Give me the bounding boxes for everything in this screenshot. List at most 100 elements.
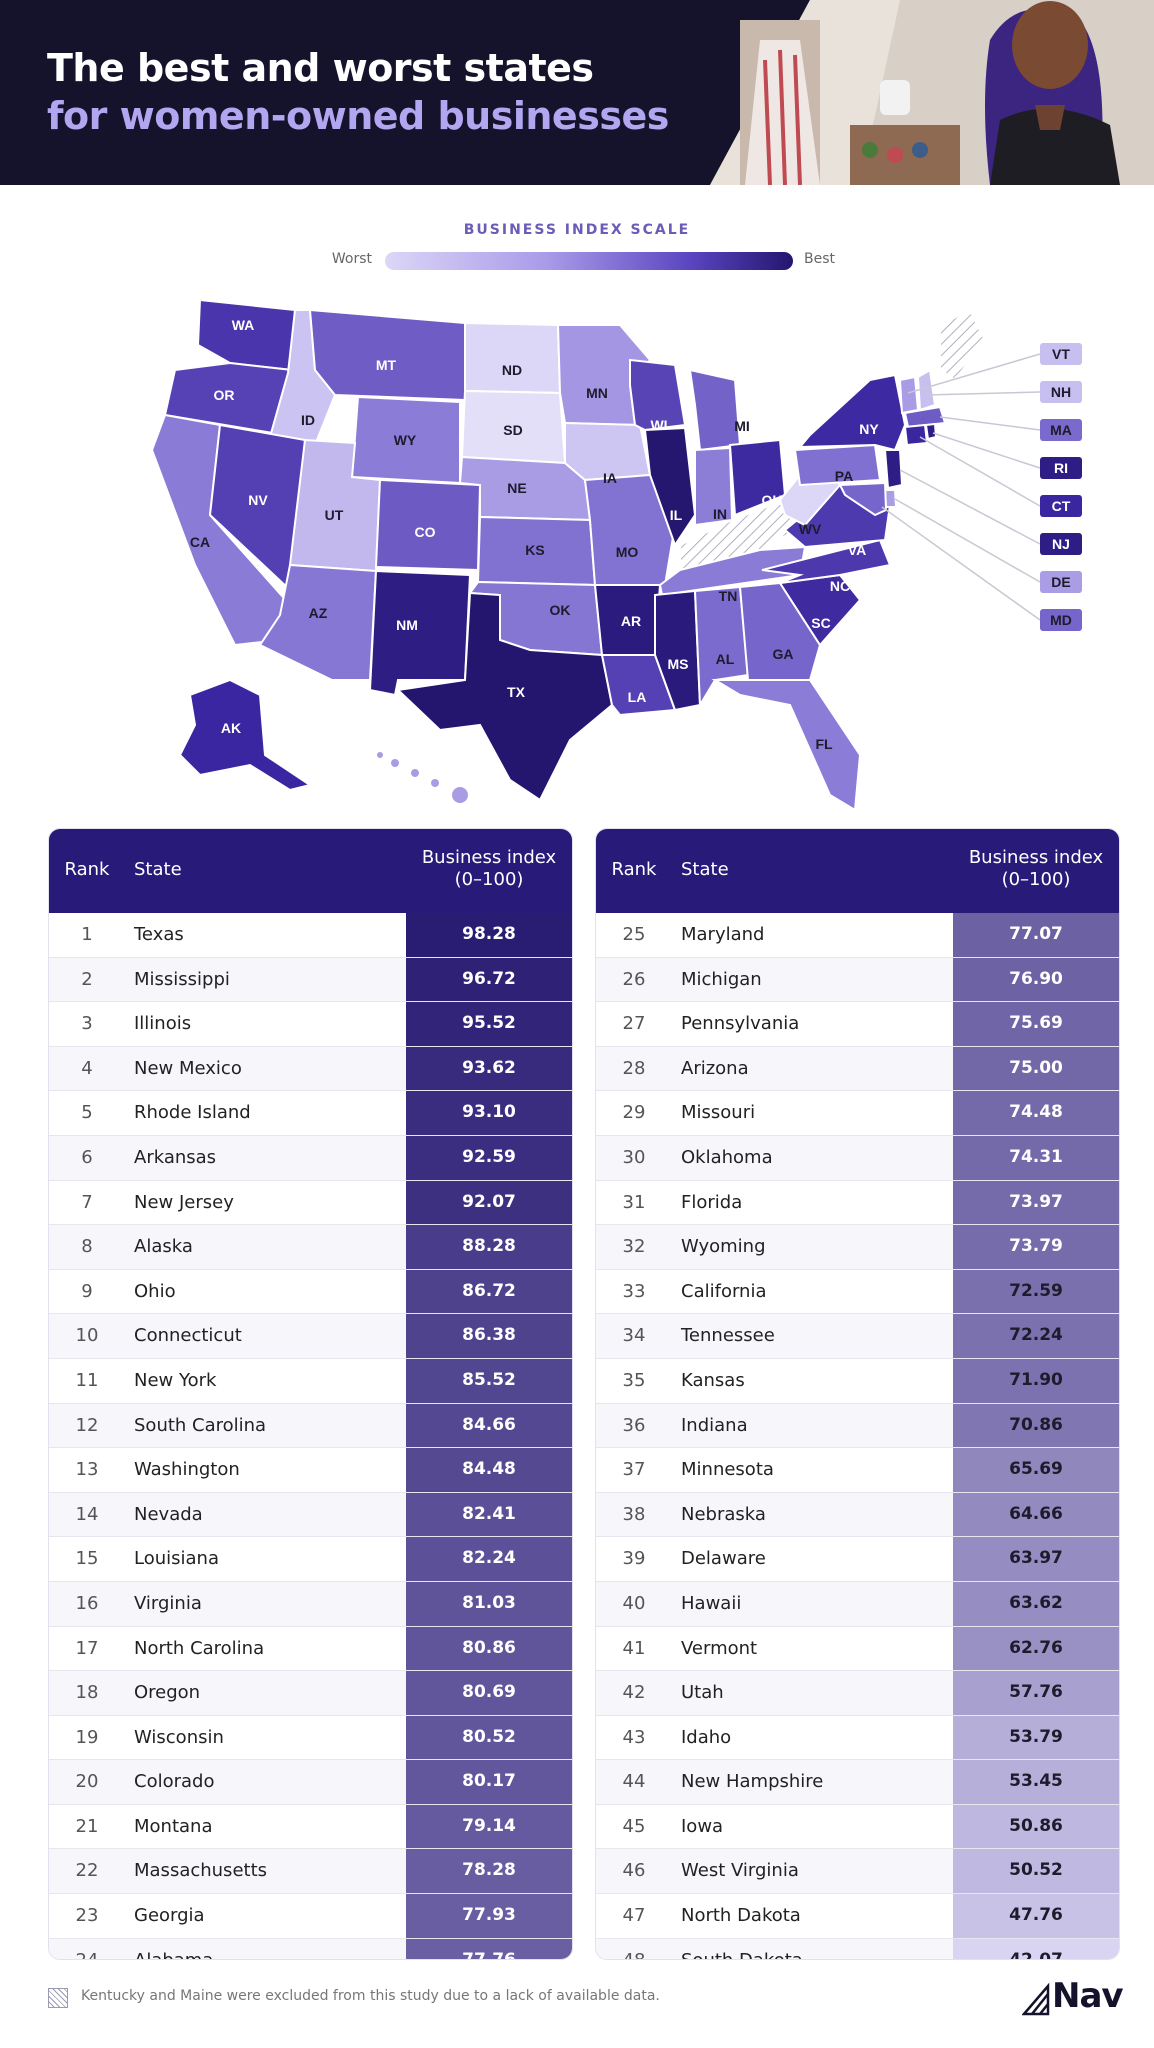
table-row: 46 West Virginia 50.52 <box>596 1849 1119 1895</box>
state-cell: Colorado <box>134 1771 215 1793</box>
callout-de: DE <box>1040 571 1082 593</box>
label-fl: FL <box>815 736 833 752</box>
state-cell: Nevada <box>134 1503 203 1525</box>
index-value-cell: 74.48 <box>953 1091 1119 1135</box>
label-mo: MO <box>616 544 639 560</box>
state-cell: Arizona <box>681 1057 749 1079</box>
index-value-cell: 80.86 <box>406 1626 572 1671</box>
table-row: 17 North Carolina 80.86 <box>49 1626 572 1672</box>
state-ga <box>738 581 822 681</box>
label-ks: KS <box>525 542 544 558</box>
state-nh <box>916 368 937 412</box>
nav-logo-text: Nav <box>1052 1976 1124 2016</box>
label-id: ID <box>301 412 315 428</box>
table-row: 34 Tennessee 72.24 <box>596 1314 1119 1359</box>
footnote: Kentucky and Maine were excluded from th… <box>81 1988 660 2004</box>
index-value-cell: 64.66 <box>953 1492 1119 1537</box>
rank-cell: 3 <box>81 1013 93 1035</box>
rank-cell: 35 <box>622 1369 646 1391</box>
table-row: 45 Iowa 50.86 <box>596 1804 1119 1850</box>
state-il <box>643 426 697 548</box>
index-header-line1: Business index <box>968 847 1104 868</box>
index-value-cell: 62.76 <box>953 1626 1119 1671</box>
index-value-cell: 80.17 <box>406 1760 572 1804</box>
table-row: 15 Louisiana 82.24 <box>49 1537 572 1582</box>
label-ga: GA <box>773 646 794 662</box>
rank-cell: 34 <box>622 1325 646 1347</box>
table-body: 1 Texas 98.28 2 Mississippi 96.72 3 Illinois 95.… <box>49 913 572 1959</box>
index-value-cell: 63.97 <box>953 1537 1119 1581</box>
state-cell: Florida <box>681 1191 743 1213</box>
state-cell: New Mexico <box>134 1057 242 1079</box>
table-body: 25 Maryland 77.07 26 Michigan 76.90 27 Pennsylv… <box>596 913 1119 1959</box>
table-row: 27 Pennsylvania 75.69 <box>596 1002 1119 1047</box>
index-value-cell: 88.28 <box>406 1225 572 1269</box>
rank-cell: 5 <box>81 1102 93 1124</box>
rank-cell: 10 <box>75 1325 99 1347</box>
index-value-cell: 50.86 <box>953 1804 1119 1849</box>
rank-cell: 14 <box>75 1503 99 1525</box>
table-row: 32 Wyoming 73.79 <box>596 1225 1119 1270</box>
index-header-line2: (0–100) <box>454 869 524 890</box>
rank-cell: 25 <box>622 924 646 945</box>
state-cell: Missouri <box>681 1102 756 1124</box>
state-cell: Utah <box>681 1682 724 1704</box>
table-row: 9 Ohio 86.72 <box>49 1269 572 1315</box>
svg-text:DE: DE <box>1051 574 1070 590</box>
table-row: 5 Rhode Island 93.10 <box>49 1091 572 1136</box>
table-row: 11 New York 85.52 <box>49 1358 572 1404</box>
index-value-cell: 96.72 <box>406 957 572 1002</box>
rank-cell: 46 <box>622 1860 646 1882</box>
svg-text:MD: MD <box>1050 612 1072 628</box>
rank-cell: 33 <box>622 1280 646 1302</box>
index-value-cell: 77.07 <box>953 913 1119 957</box>
index-value-cell: 70.86 <box>953 1403 1119 1448</box>
state-cell: Montana <box>134 1815 213 1837</box>
table-row: 14 Nevada 82.41 <box>49 1492 572 1538</box>
rank-cell: 32 <box>622 1236 646 1258</box>
label-mi: MI <box>734 418 750 434</box>
rank-cell: 40 <box>622 1592 646 1614</box>
table-row: 39 Delaware 63.97 <box>596 1537 1119 1582</box>
table-row: 1 Texas 98.28 <box>49 913 572 958</box>
rank-cell: 45 <box>622 1815 646 1837</box>
rank-cell: 29 <box>622 1102 646 1124</box>
state-ak <box>178 678 313 792</box>
index-value-cell: 82.41 <box>406 1492 572 1537</box>
table-row: 20 Colorado 80.17 <box>49 1760 572 1805</box>
label-or: OR <box>214 387 235 403</box>
table-row: 42 Utah 57.76 <box>596 1671 1119 1716</box>
rank-cell: 26 <box>622 968 646 990</box>
index-value-cell: 98.28 <box>406 913 572 957</box>
state-cell: New York <box>134 1369 217 1391</box>
label-nd: ND <box>502 362 522 378</box>
svg-text:RI: RI <box>1054 460 1068 476</box>
state-cell: Virginia <box>134 1592 202 1614</box>
rank-cell: 36 <box>622 1414 646 1436</box>
label-va: VA <box>848 542 866 558</box>
label-il: IL <box>670 507 683 523</box>
index-value-cell: 53.45 <box>953 1760 1119 1804</box>
table-header: Rank State Business index (0–100) <box>596 829 1119 913</box>
state-ny <box>797 373 907 452</box>
state-al <box>693 585 750 709</box>
label-nm: NM <box>396 617 418 633</box>
index-value-cell: 75.00 <box>953 1046 1119 1091</box>
label-ia: IA <box>603 470 617 486</box>
label-sd: SD <box>503 422 522 438</box>
index-value-cell: 82.24 <box>406 1537 572 1581</box>
state-mt <box>308 308 466 402</box>
rank-cell: 27 <box>622 1013 646 1035</box>
table-row: 48 South Dakota 42.07 <box>596 1938 1119 1959</box>
state-header: State <box>681 859 729 880</box>
index-value-cell: 86.72 <box>406 1269 572 1314</box>
rank-cell: 6 <box>81 1146 93 1168</box>
table-row: 2 Mississippi 96.72 <box>49 957 572 1003</box>
label-al: AL <box>716 651 735 667</box>
state-az <box>258 563 378 681</box>
table-row: 38 Nebraska 64.66 <box>596 1492 1119 1538</box>
state-cell: Oregon <box>134 1682 201 1704</box>
callout-ct: CT <box>1040 495 1082 517</box>
index-value-cell: 92.59 <box>406 1135 572 1180</box>
state-cell: Mississippi <box>134 968 230 990</box>
